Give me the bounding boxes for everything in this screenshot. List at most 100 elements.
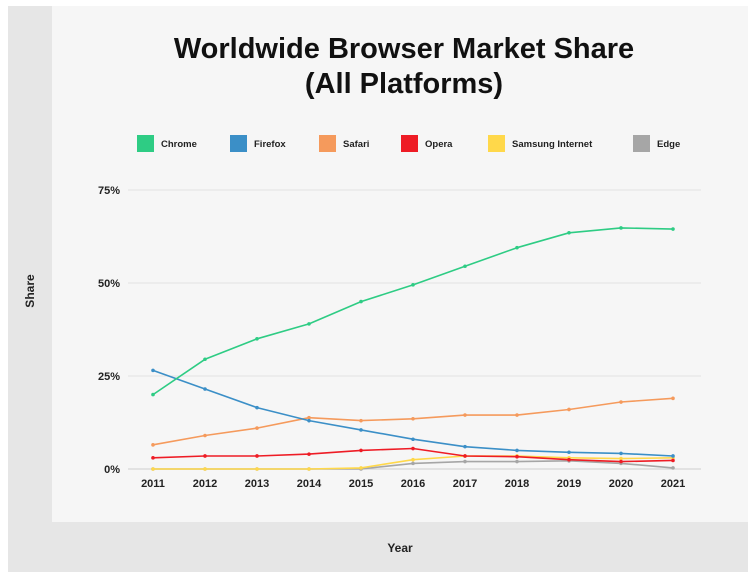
data-point-firefox bbox=[463, 444, 467, 449]
series-chrome bbox=[151, 226, 675, 397]
legend-swatch bbox=[137, 135, 154, 152]
data-point-safari bbox=[463, 413, 467, 417]
data-point-chrome bbox=[255, 337, 259, 341]
data-point-firefox bbox=[151, 368, 155, 373]
series-line-chrome bbox=[152, 227, 674, 396]
data-point-firefox bbox=[307, 418, 311, 423]
data-point-opera bbox=[307, 452, 311, 456]
data-point-safari bbox=[151, 443, 155, 447]
legend-item-safari[interactable]: Safari bbox=[319, 135, 369, 152]
series-opera bbox=[151, 446, 675, 464]
legend-item-opera[interactable]: Opera bbox=[401, 135, 453, 152]
x-tick-label: 2015 bbox=[349, 478, 373, 490]
x-tick-label: 2016 bbox=[401, 478, 425, 490]
data-point-edge bbox=[411, 461, 415, 466]
data-point-edge bbox=[515, 459, 519, 464]
data-point-chrome bbox=[307, 322, 311, 326]
legend-swatch bbox=[319, 135, 336, 152]
x-axis: 2011 2012 2013 2014 2015 2016 2017 2018 2019 2020… bbox=[141, 478, 685, 490]
legend-swatch bbox=[401, 135, 418, 152]
legend-item-edge[interactable]: Edge bbox=[633, 135, 680, 152]
legend-label: Safari bbox=[343, 139, 369, 150]
data-point-safari bbox=[515, 413, 519, 417]
x-tick-label: 2017 bbox=[453, 478, 477, 490]
data-point-firefox bbox=[567, 450, 571, 455]
data-point-safari bbox=[411, 416, 415, 421]
data-point-firefox bbox=[671, 454, 675, 458]
legend-swatch bbox=[488, 135, 505, 152]
data-point-opera bbox=[515, 454, 519, 459]
data-point-opera bbox=[359, 448, 363, 453]
data-point-samsung-internet bbox=[255, 467, 259, 471]
data-point-samsung-internet bbox=[411, 457, 415, 462]
grid bbox=[128, 189, 701, 470]
data-point-samsung-internet bbox=[151, 467, 155, 471]
data-point-safari bbox=[255, 426, 259, 430]
legend-item-chrome[interactable]: Chrome bbox=[137, 135, 197, 152]
legend-item-firefox[interactable]: Firefox bbox=[230, 135, 286, 152]
y-tick-label: 25% bbox=[98, 371, 120, 383]
data-point-firefox bbox=[411, 437, 415, 442]
y-axis-label-strip bbox=[8, 6, 52, 572]
y-axis-title: Share bbox=[23, 274, 37, 308]
data-point-chrome bbox=[671, 227, 675, 231]
data-point-chrome bbox=[463, 264, 467, 269]
legend-swatch bbox=[230, 135, 247, 152]
data-point-opera bbox=[203, 454, 207, 458]
series-line-firefox bbox=[152, 369, 674, 457]
chart-frame: Worldwide Browser Market Share (All Plat… bbox=[8, 6, 748, 572]
data-point-edge bbox=[671, 466, 675, 470]
x-tick-label: 2012 bbox=[193, 478, 217, 490]
series-safari bbox=[151, 396, 675, 447]
chart-title-line-2: (All Platforms) bbox=[305, 68, 503, 100]
data-point-chrome bbox=[619, 226, 623, 230]
data-point-opera bbox=[671, 458, 675, 463]
data-point-samsung-internet bbox=[359, 466, 363, 470]
x-tick-label: 2021 bbox=[661, 478, 685, 490]
data-point-chrome bbox=[411, 283, 415, 287]
data-point-opera bbox=[619, 459, 623, 464]
data-point-safari bbox=[203, 433, 207, 438]
y-tick-label: 0% bbox=[104, 464, 120, 476]
data-point-chrome bbox=[203, 357, 207, 362]
legend-label: Edge bbox=[657, 139, 680, 150]
data-point-opera bbox=[567, 457, 571, 462]
chart: Worldwide Browser Market Share (All Plat… bbox=[23, 33, 701, 555]
data-point-edge bbox=[463, 459, 467, 464]
data-point-chrome bbox=[515, 245, 519, 250]
legend: Chrome Firefox Safari Opera Samsung Internet… bbox=[137, 135, 680, 152]
x-tick-label: 2020 bbox=[609, 478, 633, 490]
series-firefox bbox=[151, 368, 675, 458]
x-tick-label: 2014 bbox=[297, 478, 322, 490]
data-point-safari bbox=[671, 396, 675, 401]
legend-swatch bbox=[633, 135, 650, 152]
data-point-opera bbox=[255, 454, 259, 458]
y-axis: 0% 25% 50% 75% bbox=[98, 185, 120, 476]
legend-item-samsung-internet[interactable]: Samsung Internet bbox=[488, 135, 593, 152]
data-point-opera bbox=[463, 454, 467, 458]
x-tick-label: 2018 bbox=[505, 478, 529, 490]
data-point-firefox bbox=[515, 448, 519, 453]
y-tick-label: 75% bbox=[98, 185, 120, 197]
legend-label: Samsung Internet bbox=[512, 139, 593, 150]
x-tick-label: 2011 bbox=[141, 478, 165, 490]
legend-label: Firefox bbox=[254, 139, 286, 150]
data-point-firefox bbox=[619, 451, 623, 456]
data-point-safari bbox=[307, 415, 311, 420]
x-tick-label: 2013 bbox=[245, 478, 269, 490]
x-axis-title: Year bbox=[387, 541, 413, 555]
data-point-samsung-internet bbox=[619, 456, 623, 461]
legend-label: Chrome bbox=[161, 139, 197, 150]
data-point-firefox bbox=[255, 405, 259, 410]
data-point-firefox bbox=[203, 387, 207, 391]
data-point-chrome bbox=[151, 392, 155, 397]
plot-panel bbox=[52, 6, 748, 522]
data-point-safari bbox=[619, 400, 623, 404]
data-point-samsung-internet bbox=[307, 467, 311, 471]
data-point-opera bbox=[411, 446, 415, 451]
x-tick-label: 2019 bbox=[557, 478, 581, 490]
y-tick-label: 50% bbox=[98, 278, 120, 290]
data-point-firefox bbox=[359, 428, 363, 432]
data-point-chrome bbox=[567, 230, 571, 235]
x-axis-label-strip bbox=[52, 522, 748, 572]
